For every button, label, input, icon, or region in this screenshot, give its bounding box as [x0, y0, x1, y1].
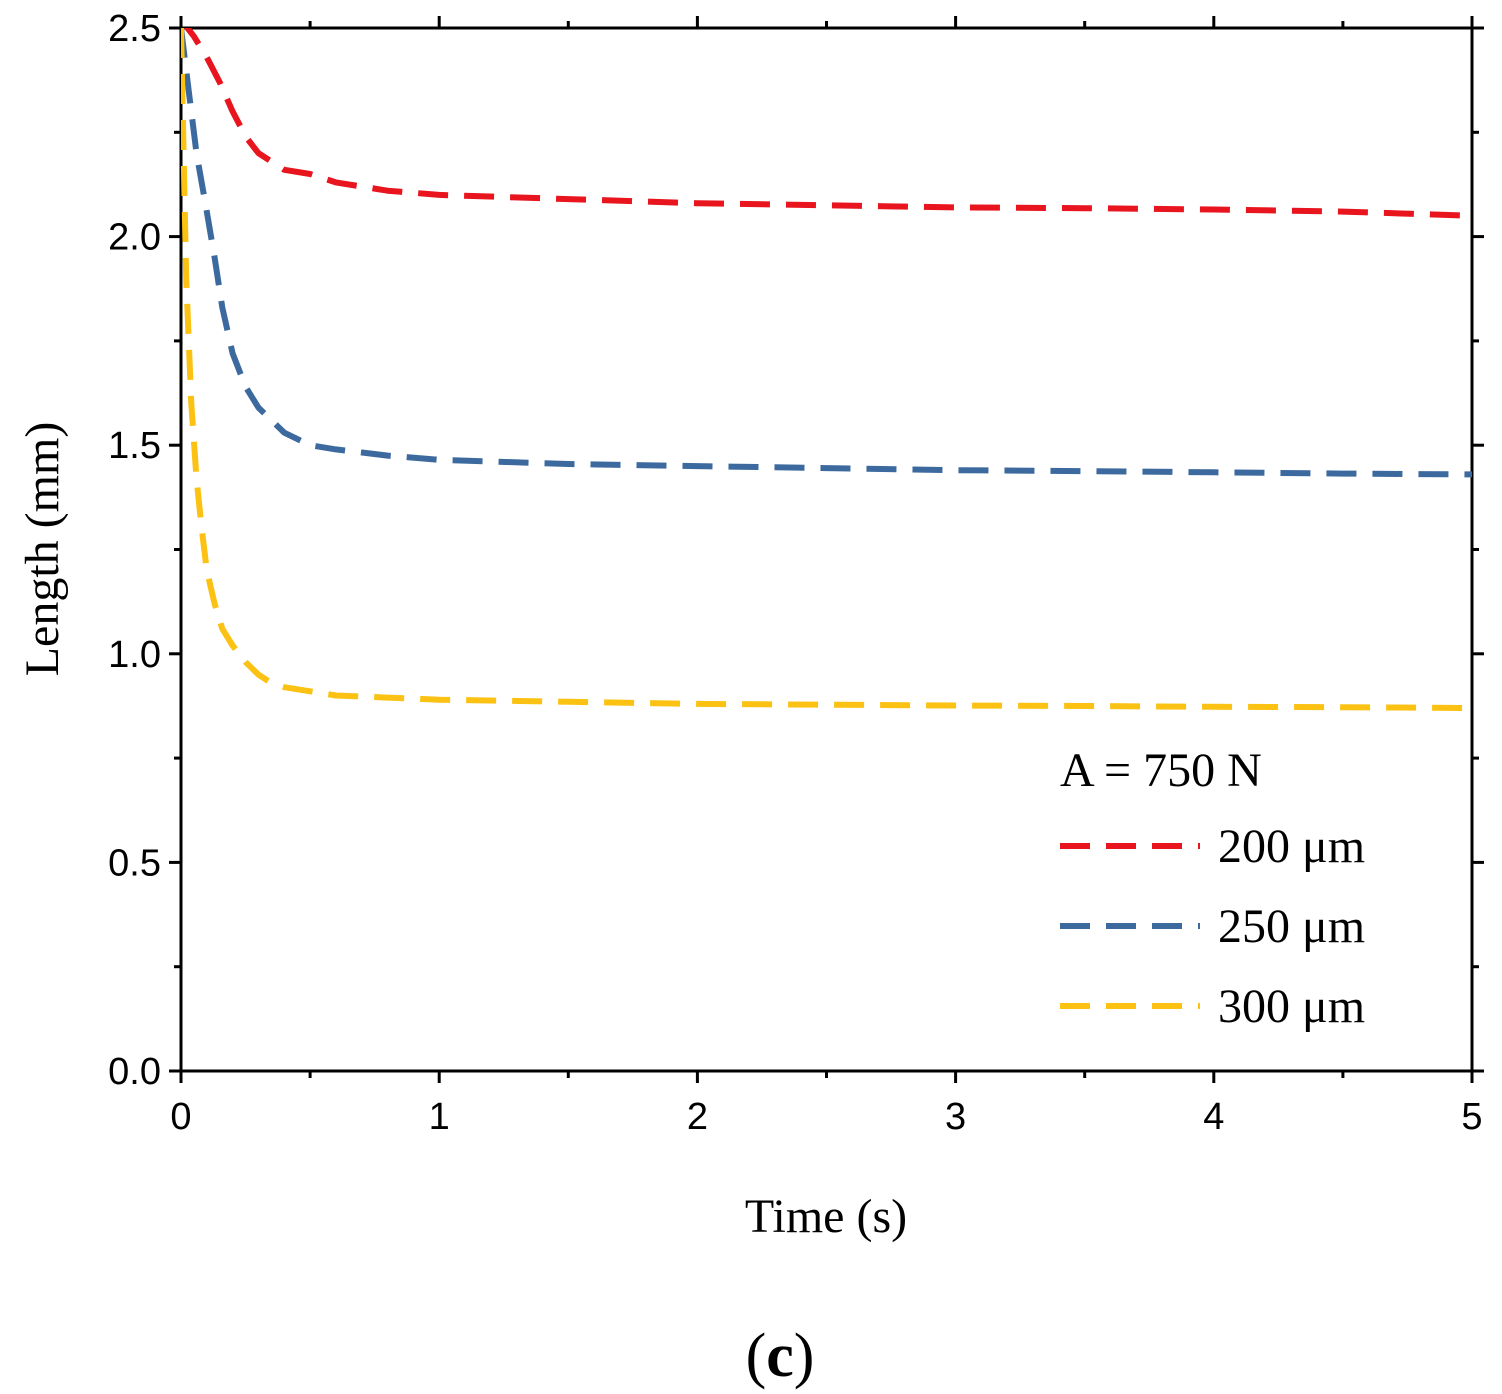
y-tick-labels: 0.0 0.5 1.0 1.5 2.0 2.5	[108, 8, 161, 1093]
legend-title: A = 750 N	[1060, 744, 1262, 797]
legend-label: 200 μm	[1218, 820, 1365, 873]
x-tick-label: 5	[1461, 1096, 1482, 1138]
y-tick-label: 1.5	[108, 425, 161, 467]
legend-label: 250 μm	[1218, 900, 1365, 953]
legend-items: 200 μm 250 μm 300 μm	[1060, 820, 1365, 1033]
series-line-2	[181, 28, 1472, 478]
x-axis-title: Time (s)	[745, 1190, 907, 1243]
x-tick-label: 4	[1203, 1096, 1224, 1138]
y-tick-label: 0.5	[108, 842, 161, 884]
y-tick-label: 1.0	[108, 634, 161, 676]
x-tick-label: 1	[429, 1096, 450, 1138]
series-line-3	[181, 28, 1472, 711]
series-line-1	[183, 28, 1472, 219]
panel-label: (c)	[746, 1322, 815, 1390]
y-tick-label: 2.5	[108, 8, 161, 50]
panel-label-open-paren: (	[746, 1322, 767, 1390]
legend-label: 300 μm	[1218, 980, 1365, 1033]
series-lines	[181, 28, 1472, 711]
x-tick-label: 0	[170, 1096, 191, 1138]
y-tick-label: 2.0	[108, 217, 161, 259]
y-axis-title: Length (mm)	[16, 422, 69, 677]
x-tick-label: 2	[687, 1096, 708, 1138]
x-tick-labels: 0 1 2 3 4 5	[170, 1096, 1482, 1138]
panel-label-letter: c	[766, 1322, 794, 1390]
legend: A = 750 N 200 μm 250 μm 300 μm	[1060, 744, 1365, 1033]
axis-ticks	[169, 16, 1484, 1083]
y-tick-label: 0.0	[108, 1051, 161, 1093]
panel-label-close-paren: )	[794, 1322, 815, 1390]
x-tick-label: 3	[945, 1096, 966, 1138]
